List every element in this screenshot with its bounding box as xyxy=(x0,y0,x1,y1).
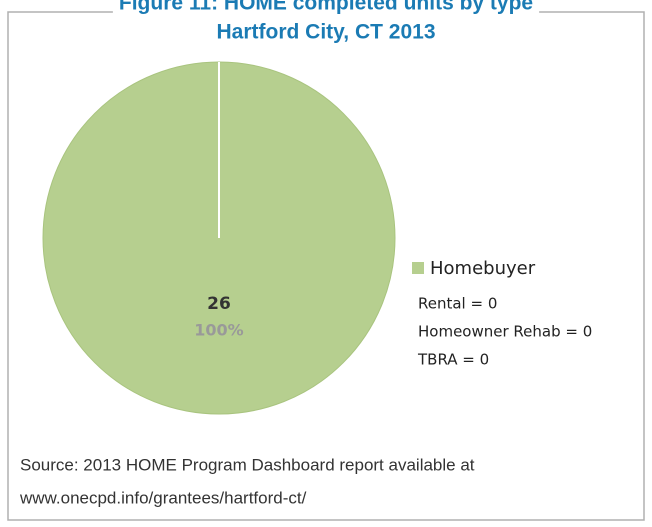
annotation: Homeowner Rehab = 0 xyxy=(418,323,592,341)
data-label: 26 xyxy=(207,294,231,314)
title-background xyxy=(112,0,540,24)
source-note: www.onecpd.info/grantees/hartford-ct/ xyxy=(19,488,307,507)
percent-label: 100% xyxy=(194,321,243,340)
annotation: Rental = 0 xyxy=(418,295,497,313)
chart-title: Figure 11: HOME completed units by type xyxy=(119,0,533,15)
chart-subtitle: Hartford City, CT 2013 xyxy=(217,21,436,44)
annotation: TBRA = 0 xyxy=(417,351,489,369)
legend-swatch xyxy=(412,262,424,274)
legend-label: Homebuyer xyxy=(430,258,536,279)
source-note: Source: 2013 HOME Program Dashboard repo… xyxy=(20,455,475,474)
